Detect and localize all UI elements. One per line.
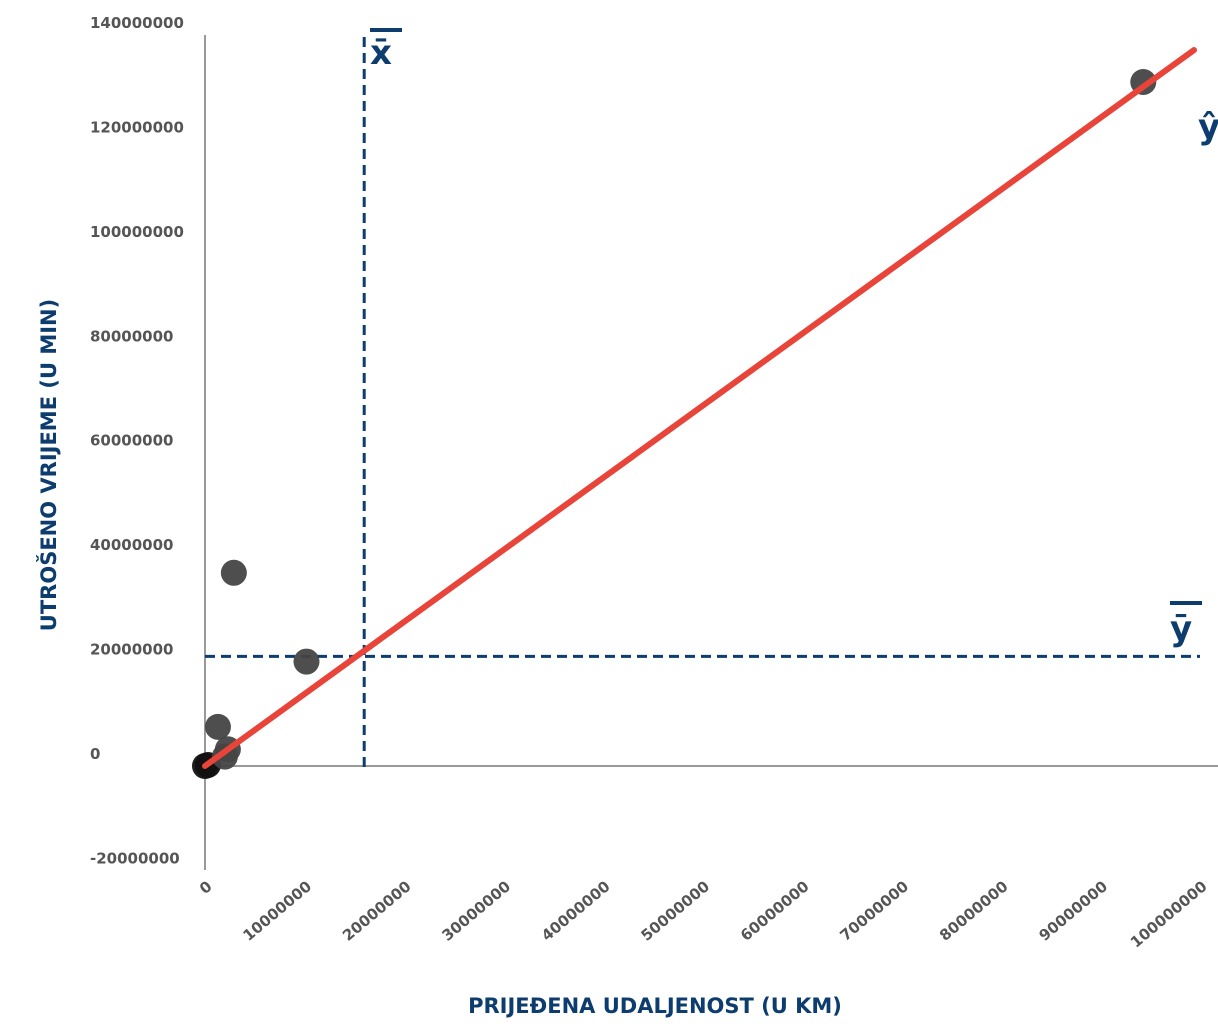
data-point bbox=[204, 713, 231, 740]
x-tick-label: 100000000 bbox=[1127, 877, 1211, 951]
y-hat-label: ŷ bbox=[1198, 107, 1218, 147]
data-point bbox=[293, 648, 320, 675]
x-tick-label: 10000000 bbox=[240, 877, 316, 944]
x-tick-label: 40000000 bbox=[538, 877, 614, 944]
regression-line bbox=[202, 47, 1197, 769]
data-point bbox=[220, 559, 247, 586]
x-tick-label: 90000000 bbox=[1036, 877, 1112, 944]
mean-x-label: x̄ bbox=[370, 33, 392, 73]
y-tick-label: 40000000 bbox=[90, 536, 174, 554]
y-tick-label: 140000000 bbox=[90, 14, 184, 32]
y-tick-label: 120000000 bbox=[90, 118, 184, 136]
y-tick-label: 80000000 bbox=[90, 327, 174, 345]
regression-line-group bbox=[202, 47, 1197, 769]
mean-y-label: ȳ bbox=[1170, 609, 1192, 649]
x-tick-label: 0 bbox=[196, 877, 216, 897]
x-tick-label: 80000000 bbox=[936, 877, 1012, 944]
y-tick-label: 20000000 bbox=[90, 641, 174, 659]
x-tick-label: 70000000 bbox=[837, 877, 913, 944]
x-tick-label: 20000000 bbox=[339, 877, 415, 944]
x-tick-label: 50000000 bbox=[638, 877, 714, 944]
y-tick-labels: 140000000 120000000 100000000 80000000 60000… bbox=[90, 14, 184, 867]
y-tick-label: 100000000 bbox=[90, 223, 184, 241]
y-tick-label: -20000000 bbox=[90, 849, 180, 867]
y-tick-label: 0 bbox=[90, 745, 100, 763]
x-tick-label: 60000000 bbox=[737, 877, 813, 944]
axes bbox=[204, 35, 1218, 870]
x-tick-labels: 0 10000000 20000000 30000000 40000000 5000000… bbox=[196, 877, 1211, 951]
x-axis-title: PRIJEĐENA UDALJENOST (U KM) bbox=[468, 994, 842, 1018]
y-axis-title: UTROŠENO VRIJEME (U MIN) bbox=[36, 299, 61, 631]
x-tick-label: 30000000 bbox=[439, 877, 515, 944]
y-tick-label: 60000000 bbox=[90, 432, 174, 450]
